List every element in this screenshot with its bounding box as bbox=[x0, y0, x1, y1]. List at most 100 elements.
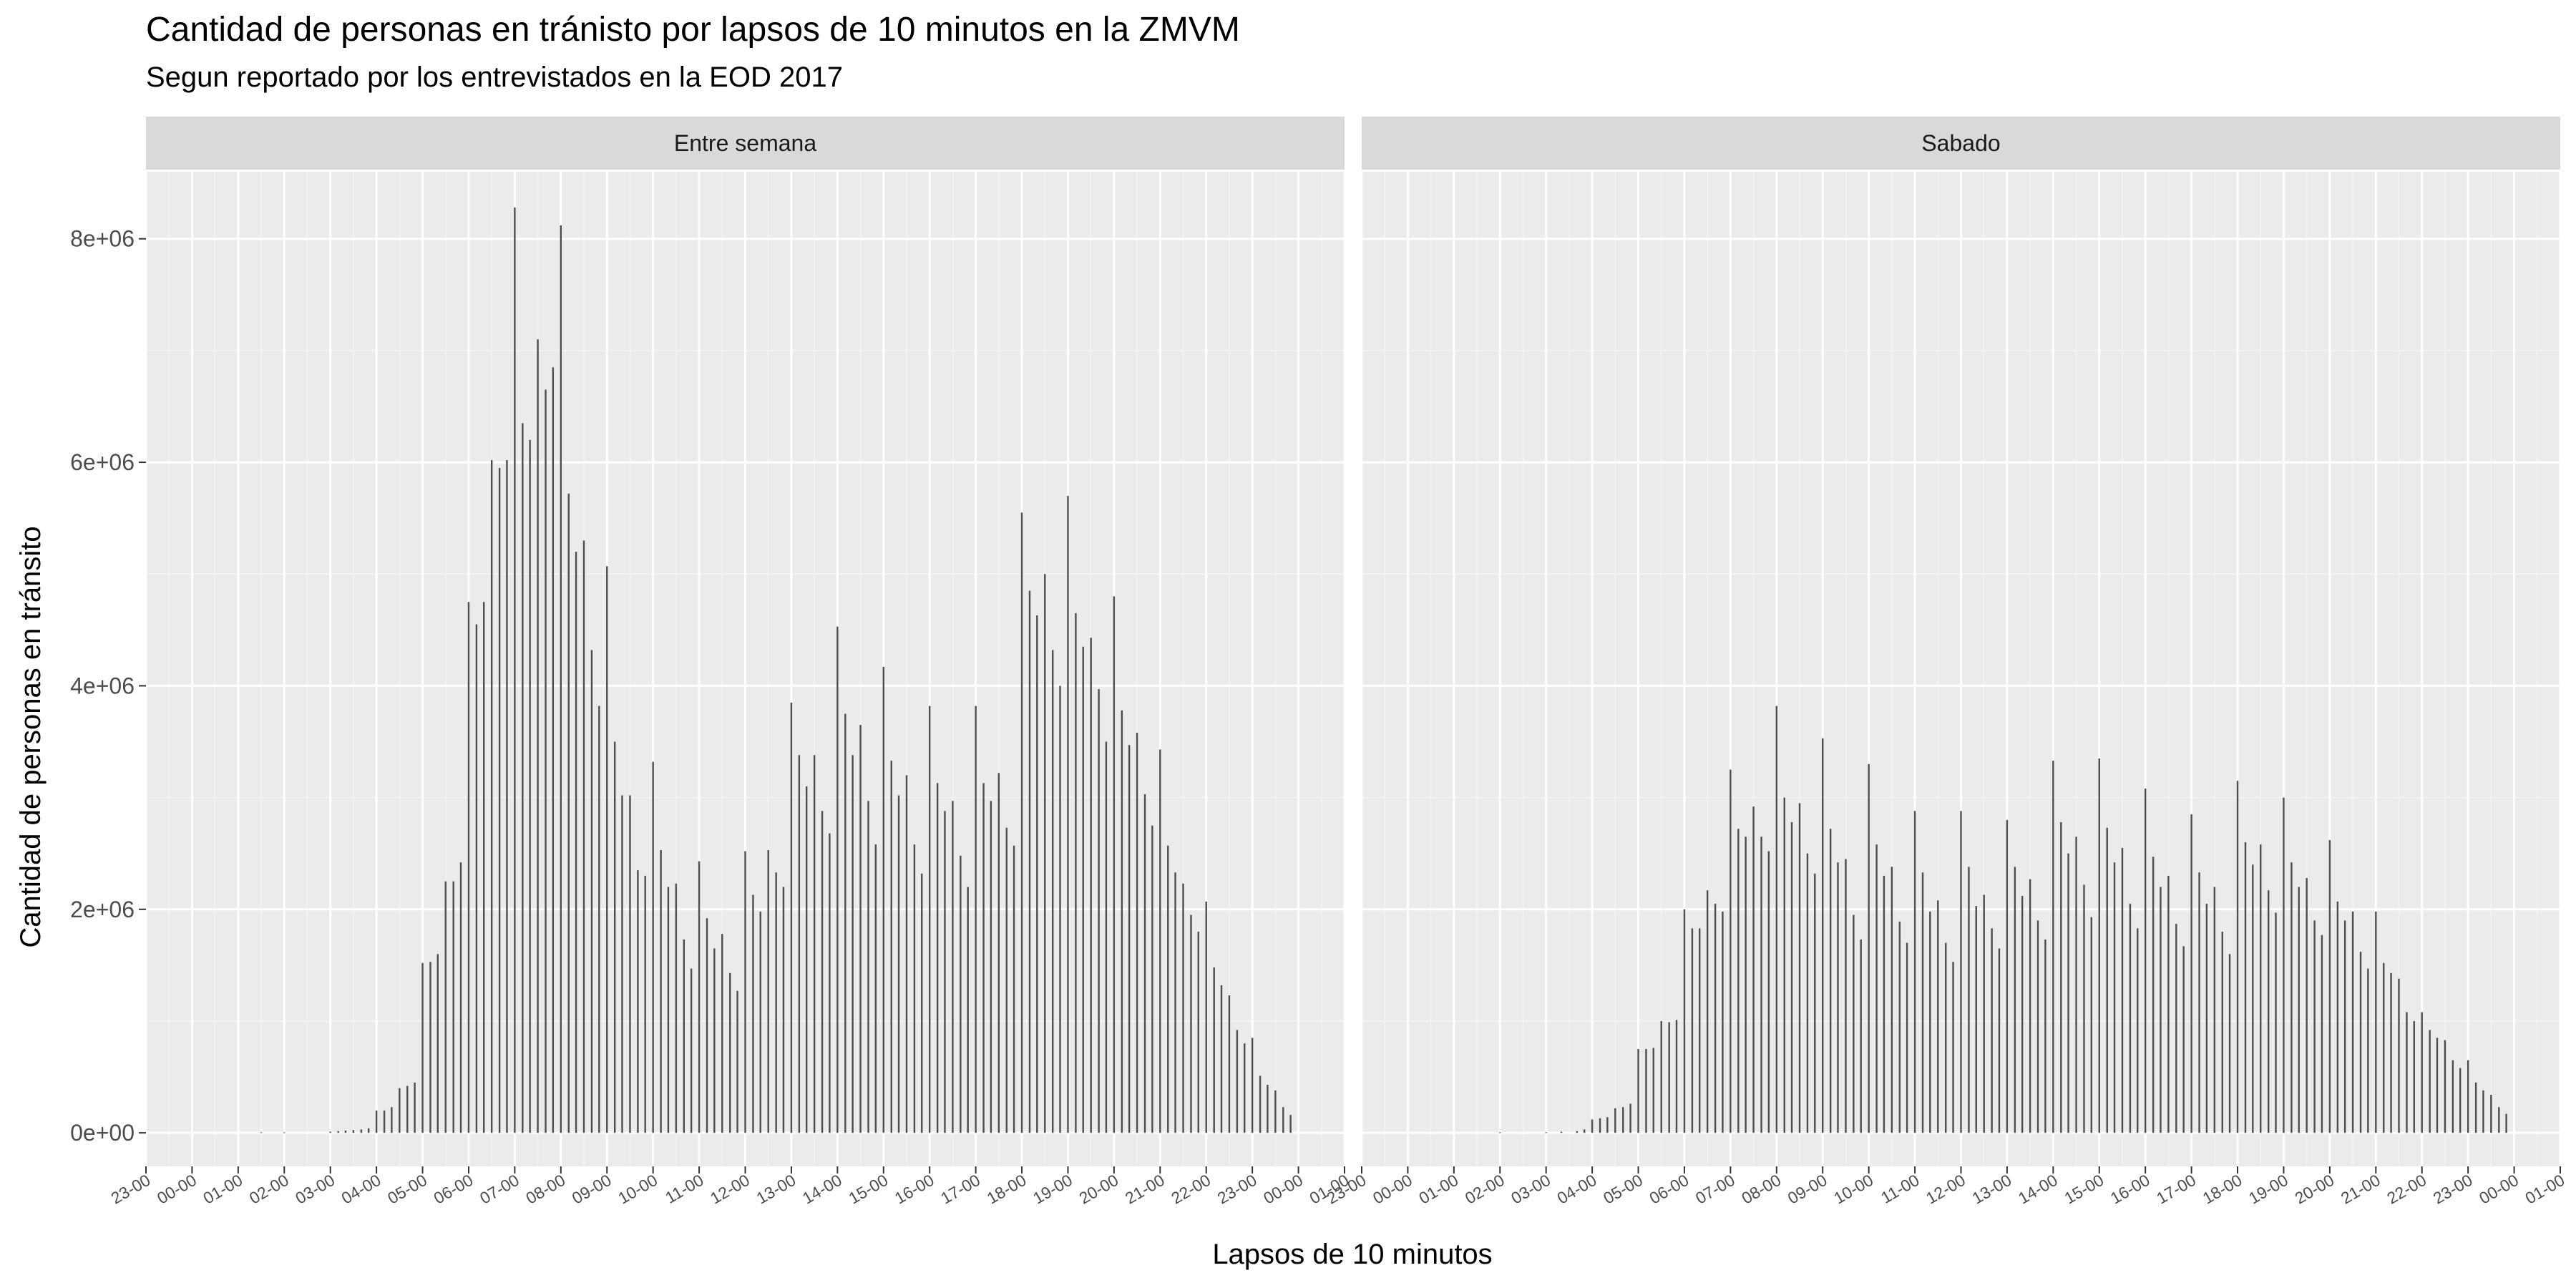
bar bbox=[552, 367, 555, 1133]
bar bbox=[2406, 1012, 2408, 1133]
bar bbox=[2036, 920, 2039, 1133]
bar bbox=[1668, 1022, 1670, 1133]
x-tick-label: 00-00 bbox=[2476, 1171, 2522, 1208]
y-tick-label: 0e+00 bbox=[70, 1120, 135, 1146]
bar bbox=[2467, 1060, 2469, 1133]
bar bbox=[2283, 797, 2285, 1133]
bar bbox=[414, 1082, 416, 1133]
bar bbox=[1853, 914, 1855, 1133]
bar bbox=[1737, 829, 1740, 1133]
bar bbox=[2060, 821, 2062, 1133]
bar bbox=[913, 844, 916, 1133]
bar bbox=[514, 207, 516, 1133]
bar bbox=[421, 962, 424, 1133]
x-tick-label: 14-00 bbox=[799, 1171, 845, 1208]
bar bbox=[713, 948, 716, 1133]
bar bbox=[2421, 1012, 2423, 1133]
bar bbox=[2451, 1060, 2454, 1133]
bar bbox=[1052, 650, 1054, 1133]
bar bbox=[859, 725, 862, 1133]
x-tick-label: 02-00 bbox=[1462, 1171, 1508, 1208]
x-tick-label: 23-00 bbox=[108, 1171, 154, 1208]
bar bbox=[1975, 906, 1977, 1133]
bar bbox=[905, 775, 908, 1133]
bar bbox=[590, 650, 593, 1133]
bar bbox=[2067, 853, 2069, 1133]
bar bbox=[2006, 819, 2009, 1133]
bar bbox=[1675, 1020, 1678, 1133]
bar bbox=[1822, 738, 1824, 1133]
bar bbox=[1983, 894, 1985, 1133]
bar bbox=[944, 811, 946, 1133]
y-tick-label: 4e+06 bbox=[70, 673, 135, 698]
x-tick-label: 12-00 bbox=[707, 1171, 753, 1208]
bar bbox=[1790, 821, 1793, 1133]
bar bbox=[1998, 948, 2001, 1133]
x-tick-label: 20-00 bbox=[1075, 1171, 1121, 1208]
bar bbox=[1228, 995, 1231, 1133]
bar bbox=[690, 968, 693, 1133]
x-tick-label: 07-00 bbox=[477, 1171, 522, 1208]
bar bbox=[967, 887, 969, 1133]
bar bbox=[606, 566, 608, 1133]
bar bbox=[1159, 749, 1161, 1133]
bar bbox=[545, 389, 547, 1133]
bar bbox=[2044, 939, 2046, 1133]
y-axis-label: Cantidad de personas en tránsito bbox=[15, 526, 47, 947]
bar bbox=[2390, 972, 2392, 1133]
x-tick-label: 04-00 bbox=[1554, 1171, 1600, 1208]
bar bbox=[575, 552, 577, 1133]
bar bbox=[2359, 952, 2362, 1133]
x-tick-label: 15-00 bbox=[845, 1171, 891, 1208]
bar bbox=[490, 459, 493, 1133]
x-tick-label: 01-00 bbox=[1415, 1171, 1461, 1208]
y-tick-label: 2e+06 bbox=[70, 897, 135, 922]
bar bbox=[790, 702, 793, 1133]
bar bbox=[582, 540, 585, 1133]
bar bbox=[867, 801, 869, 1133]
x-tick-label: 13-00 bbox=[1968, 1171, 2014, 1208]
bar bbox=[1806, 853, 1809, 1133]
x-tick-label: 00-00 bbox=[1370, 1171, 1415, 1208]
bar bbox=[1837, 862, 1839, 1133]
bar bbox=[637, 870, 639, 1133]
bar bbox=[2144, 789, 2147, 1133]
bar bbox=[698, 861, 701, 1133]
bar bbox=[329, 1131, 331, 1133]
bar bbox=[1829, 829, 1832, 1133]
bar bbox=[1075, 613, 1077, 1133]
bar bbox=[1220, 985, 1223, 1133]
bar bbox=[798, 755, 801, 1133]
bar bbox=[1783, 797, 1785, 1133]
bar bbox=[1883, 875, 1885, 1133]
bar bbox=[399, 1088, 401, 1133]
x-tick-label: 08-00 bbox=[1738, 1171, 1784, 1208]
x-tick-label: 17-00 bbox=[2153, 1171, 2199, 1208]
bar bbox=[775, 872, 777, 1133]
bar bbox=[1752, 806, 1755, 1133]
x-tick-label: 03-00 bbox=[1508, 1171, 1553, 1208]
bar bbox=[1845, 859, 1847, 1133]
bar bbox=[2321, 935, 2323, 1133]
bar bbox=[2252, 864, 2254, 1133]
x-tick-label: 10-00 bbox=[615, 1171, 660, 1208]
x-tick-label: 03-00 bbox=[292, 1171, 338, 1208]
bar bbox=[2190, 814, 2192, 1133]
bar bbox=[1606, 1117, 1609, 1133]
bar bbox=[2029, 879, 2031, 1133]
x-tick-label: 17-00 bbox=[937, 1171, 983, 1208]
bar bbox=[2052, 761, 2054, 1133]
bar bbox=[1683, 909, 1686, 1133]
bar bbox=[2336, 901, 2339, 1133]
bar bbox=[529, 439, 531, 1133]
bar bbox=[1913, 811, 1916, 1133]
bar bbox=[1814, 873, 1816, 1133]
panel-strip-label: Entre semana bbox=[674, 130, 816, 156]
bar bbox=[344, 1131, 347, 1133]
bar bbox=[1105, 741, 1108, 1133]
x-tick-label: 22-00 bbox=[2384, 1171, 2429, 1208]
x-tick-label: 23-00 bbox=[1324, 1171, 1370, 1208]
bar bbox=[1875, 844, 1878, 1133]
bar bbox=[2121, 847, 2124, 1133]
bar bbox=[406, 1085, 409, 1133]
